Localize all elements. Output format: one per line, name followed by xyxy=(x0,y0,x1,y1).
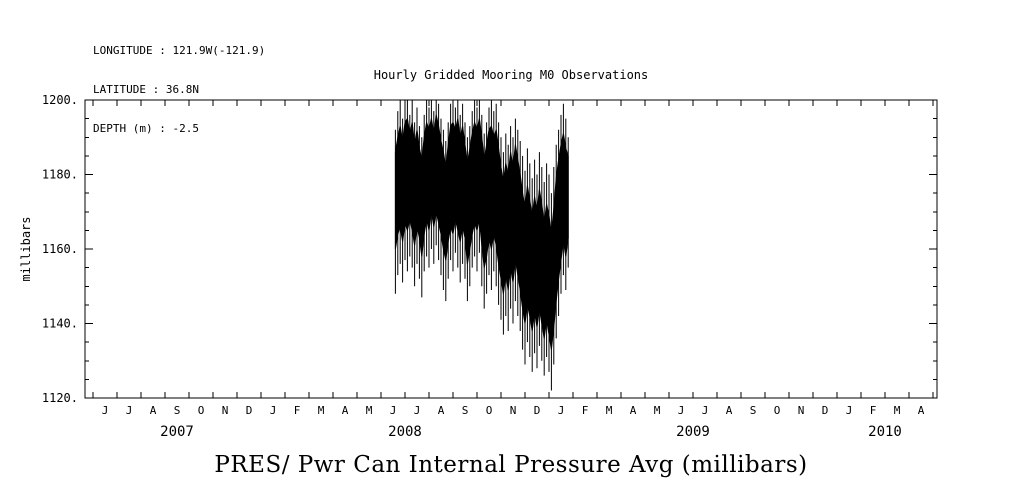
x-month-label: F xyxy=(294,404,301,417)
x-year-label: 2010 xyxy=(868,424,902,440)
x-month-label: A xyxy=(150,404,157,417)
x-month-label: O xyxy=(486,404,493,417)
chart-title: Hourly Gridded Mooring M0 Observations xyxy=(373,68,649,82)
x-month-label: D xyxy=(246,404,253,417)
x-year-label: 2007 xyxy=(160,424,194,440)
y-tick-label: 1180. xyxy=(42,168,78,182)
x-month-label: M xyxy=(366,404,373,417)
x-month-label: S xyxy=(750,404,757,417)
longitude-label: LONGITUDE : 121.9W(-121.9) xyxy=(93,44,266,57)
y-tick-label: 1140. xyxy=(42,317,78,331)
x-month-label: A xyxy=(438,404,445,417)
y-tick-label: 1120. xyxy=(42,391,78,405)
x-month-label: J xyxy=(102,404,109,417)
x-month-label: J xyxy=(846,404,853,417)
x-month-label: A xyxy=(918,404,925,417)
x-month-label: A xyxy=(630,404,637,417)
x-month-label: F xyxy=(870,404,877,417)
x-month-label: O xyxy=(198,404,205,417)
x-month-label: A xyxy=(342,404,349,417)
x-month-label: O xyxy=(774,404,781,417)
x-month-label: J xyxy=(270,404,277,417)
y-axis-label: millibars xyxy=(19,216,33,281)
x-month-label: J xyxy=(678,404,685,417)
x-month-label: N xyxy=(222,404,229,417)
x-month-label: M xyxy=(318,404,325,417)
x-month-label: N xyxy=(510,404,517,417)
y-tick-label: 1160. xyxy=(42,242,78,256)
x-month-label: J xyxy=(702,404,709,417)
latitude-label: LATITUDE : 36.8N xyxy=(93,83,199,96)
x-month-label: S xyxy=(174,404,181,417)
x-month-label: J xyxy=(126,404,133,417)
x-year-label: 2008 xyxy=(388,424,422,440)
x-month-label: M xyxy=(654,404,661,417)
x-year-label: 2009 xyxy=(676,424,710,440)
x-month-label: A xyxy=(726,404,733,417)
y-tick-label: 1200. xyxy=(42,93,78,107)
depth-label: DEPTH (m) : -2.5 xyxy=(93,122,199,135)
x-month-label: F xyxy=(582,404,589,417)
x-month-label: D xyxy=(534,404,541,417)
x-month-label: M xyxy=(894,404,901,417)
x-month-label: S xyxy=(462,404,469,417)
variable-title: PRES/ Pwr Can Internal Pressure Avg (mil… xyxy=(214,452,808,478)
station-info: LONGITUDE : 121.9W(-121.9) LATITUDE : 36… xyxy=(93,18,265,161)
x-month-label: J xyxy=(414,404,421,417)
x-month-label: J xyxy=(558,404,565,417)
x-month-label: J xyxy=(390,404,397,417)
x-month-label: M xyxy=(606,404,613,417)
x-month-label: D xyxy=(822,404,829,417)
x-month-label: N xyxy=(798,404,805,417)
